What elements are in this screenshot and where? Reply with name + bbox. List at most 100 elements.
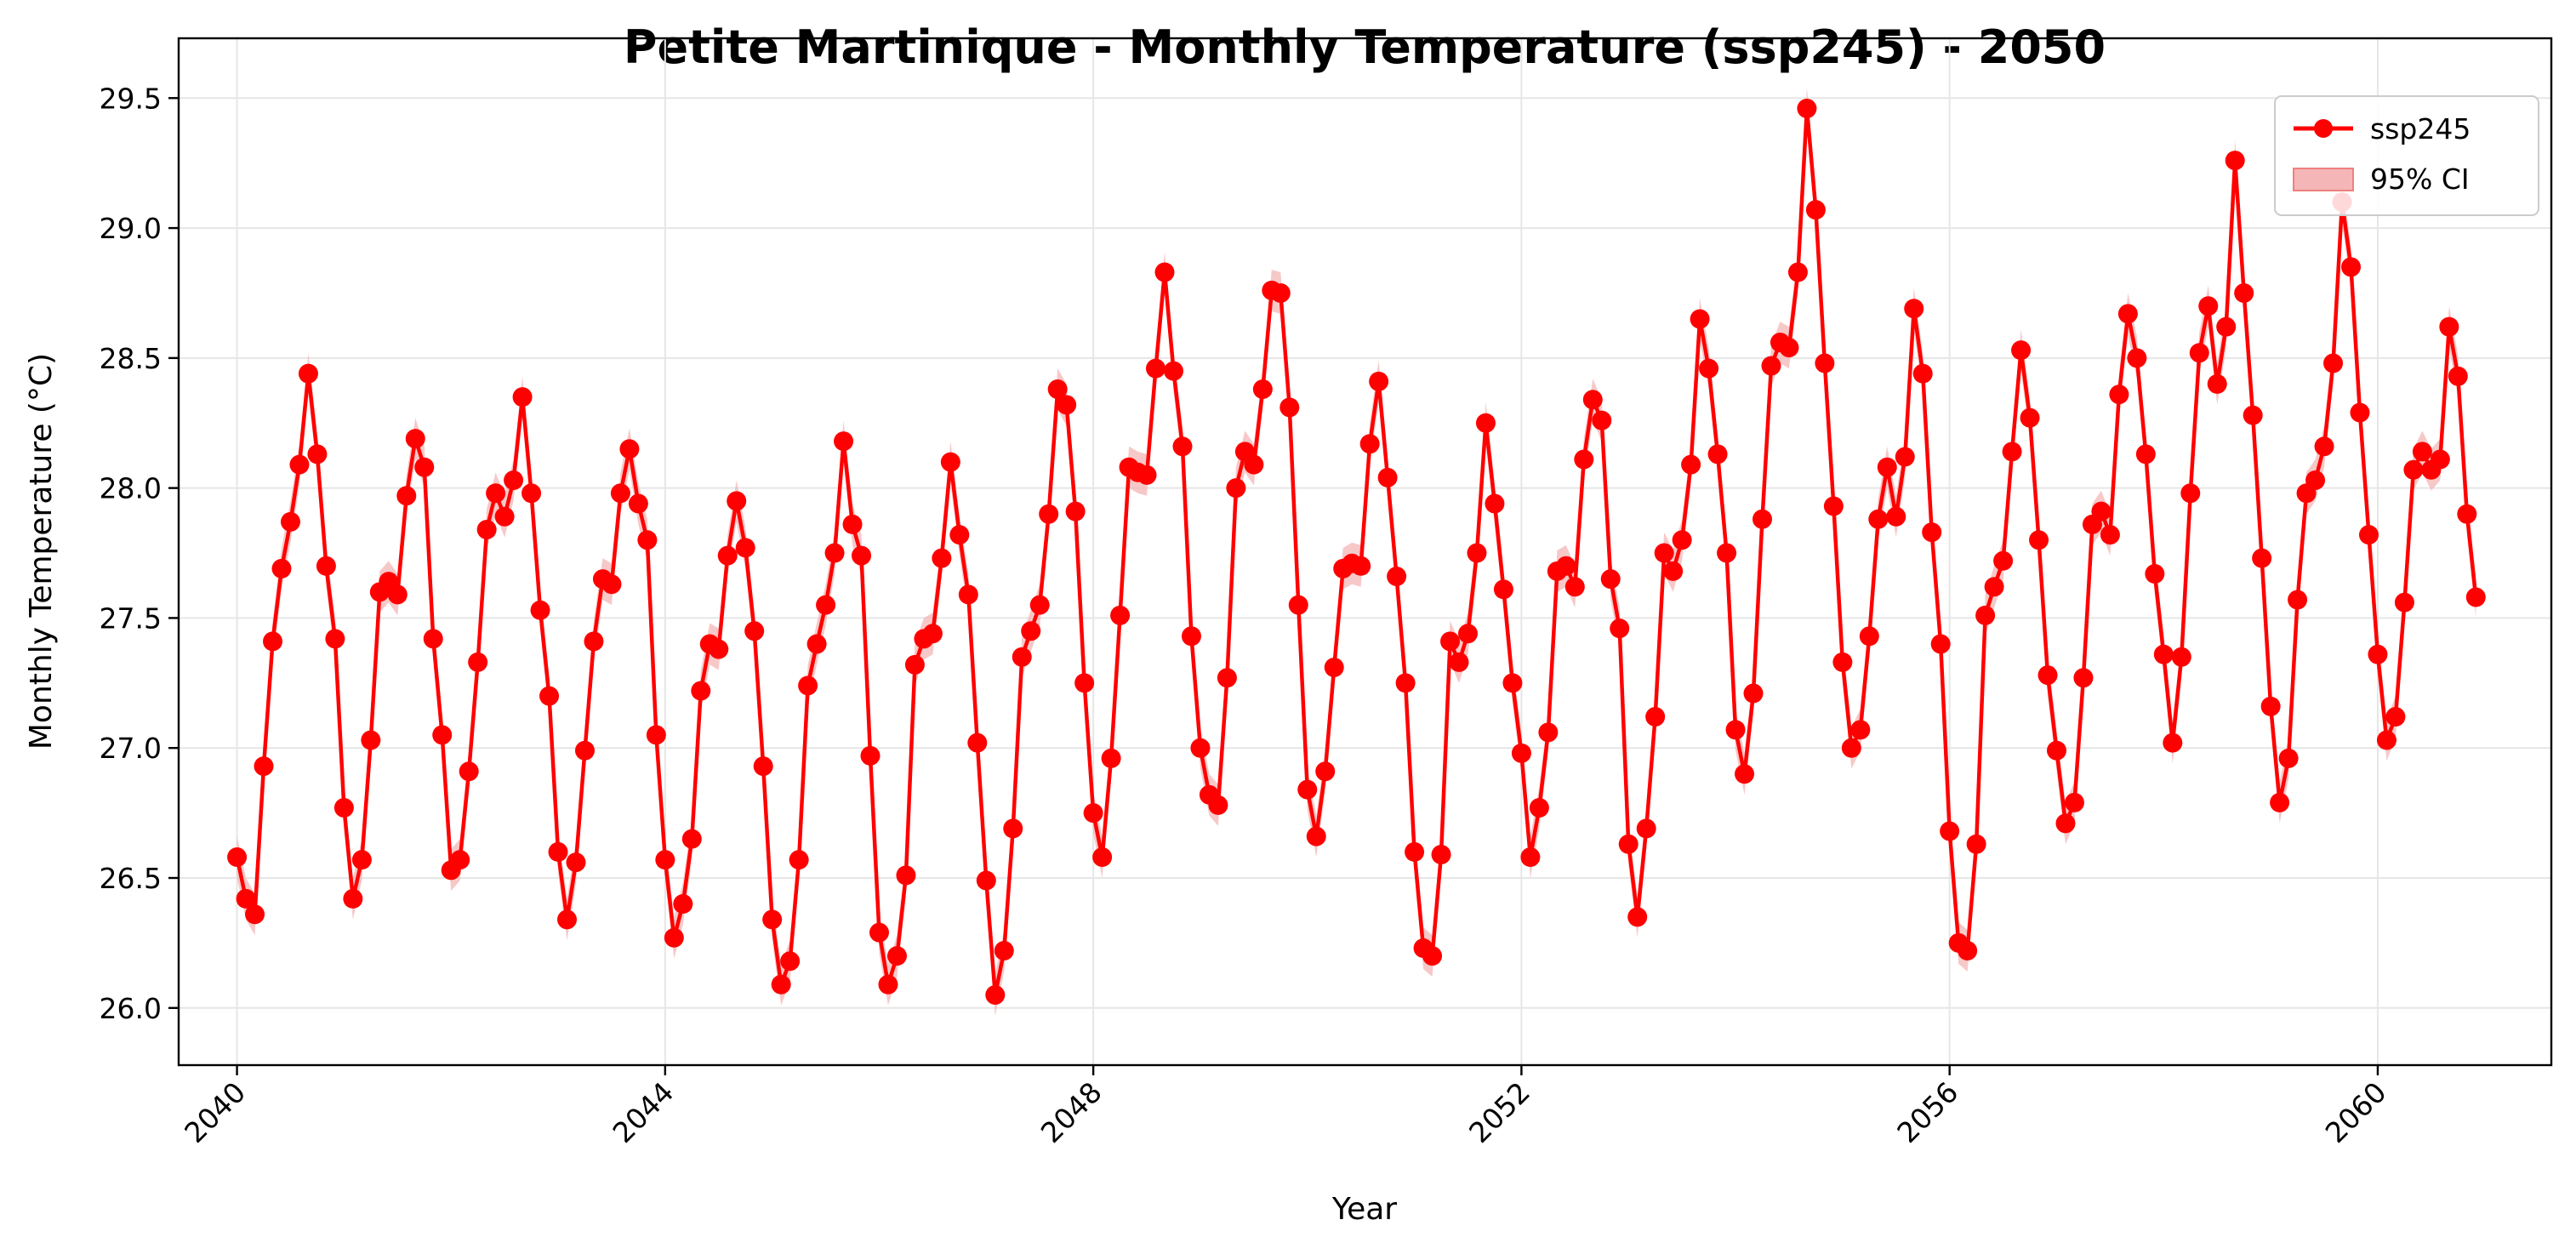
data-point [860, 745, 881, 766]
data-point [1181, 626, 1201, 647]
data-point [2394, 592, 2414, 613]
series-points [227, 99, 2486, 1005]
data-point [307, 444, 328, 465]
data-point [1065, 501, 1086, 522]
legend-label-ci: 95% CI [2370, 162, 2470, 196]
data-point [361, 730, 381, 750]
data-point [2207, 373, 2227, 394]
data-point [646, 725, 666, 745]
data-point [2243, 405, 2263, 425]
data-point [1146, 358, 1166, 379]
data-point [1405, 841, 1425, 862]
data-point [619, 439, 640, 459]
data-point [486, 483, 506, 504]
data-point [2135, 444, 2156, 465]
data-point [1574, 449, 1594, 470]
data-point [727, 491, 747, 511]
data-point [450, 850, 470, 870]
data-point [1208, 795, 1228, 815]
data-point [610, 483, 630, 504]
y-tick-label: 29.0 [100, 212, 162, 245]
data-point [771, 974, 791, 995]
data-point [1645, 707, 1666, 727]
data-point [2403, 459, 2424, 480]
data-point [2216, 316, 2237, 337]
data-point [1690, 309, 1710, 329]
data-point [2323, 353, 2344, 373]
data-point [1556, 556, 1576, 576]
data-point [1395, 673, 1416, 693]
data-point [512, 387, 533, 408]
data-point [530, 600, 550, 620]
data-point [735, 538, 755, 558]
y-tick-label: 28.0 [100, 472, 162, 505]
data-point [2234, 282, 2254, 303]
y-axis-ticks: 26.0 26.5 27.0 27.5 28.0 28.5 29.0 29.5 [100, 82, 179, 1025]
data-point [1449, 652, 1469, 672]
y-axis-label: Monthly Temperature (°C) [24, 353, 59, 750]
data-point [1832, 652, 1853, 672]
data-point [298, 363, 318, 384]
data-point [1975, 605, 1996, 625]
data-point [1618, 834, 1638, 854]
data-point [539, 686, 560, 706]
data-point [1440, 631, 1461, 652]
data-point [1288, 595, 1308, 615]
data-point [1190, 738, 1211, 758]
data-point [655, 850, 675, 870]
data-point [958, 584, 978, 605]
data-point [1699, 358, 1719, 379]
data-point [1092, 847, 1113, 868]
data-point [1422, 946, 1443, 966]
data-point [798, 675, 818, 696]
data-point [1707, 444, 1728, 465]
data-point [1940, 821, 1960, 841]
data-point [557, 909, 578, 930]
data-point [1895, 447, 1915, 467]
data-point [1137, 465, 1157, 485]
data-point [1592, 410, 1612, 430]
data-point [967, 732, 988, 753]
data-point [852, 545, 872, 566]
data-point [1226, 478, 1246, 499]
data-point [1663, 561, 1684, 581]
data-point [1841, 738, 1861, 758]
data-point [1538, 722, 1559, 743]
data-point [753, 756, 773, 777]
data-point [940, 452, 960, 472]
data-point [2358, 525, 2379, 545]
data-point [878, 974, 898, 995]
data-point [2270, 792, 2290, 812]
data-point [2448, 366, 2468, 386]
data-point [423, 629, 443, 649]
data-point [1324, 657, 1344, 677]
data-point [2047, 740, 2067, 761]
data-point [2457, 504, 2477, 524]
data-point [2305, 470, 2326, 490]
data-point [1636, 818, 1656, 839]
data-point [1110, 605, 1131, 625]
data-point [1761, 356, 1781, 376]
data-point [834, 431, 854, 452]
data-point [2163, 732, 2183, 753]
data-point [1029, 595, 1050, 615]
y-tick-label: 28.5 [100, 342, 162, 375]
data-point [1717, 543, 1737, 563]
data-point [762, 909, 783, 930]
data-point [1787, 262, 1808, 282]
data-point [932, 548, 952, 568]
data-point [806, 634, 827, 654]
data-point [2252, 548, 2272, 568]
plot-frame [177, 37, 2553, 1067]
data-point [351, 850, 372, 870]
data-point [1502, 673, 1523, 693]
data-point [2260, 696, 2281, 716]
data-point [1057, 395, 1077, 415]
data-point [459, 761, 479, 782]
data-point [1600, 569, 1621, 590]
data-point [1172, 436, 1193, 457]
data-point [904, 654, 925, 675]
data-point [2288, 590, 2308, 610]
